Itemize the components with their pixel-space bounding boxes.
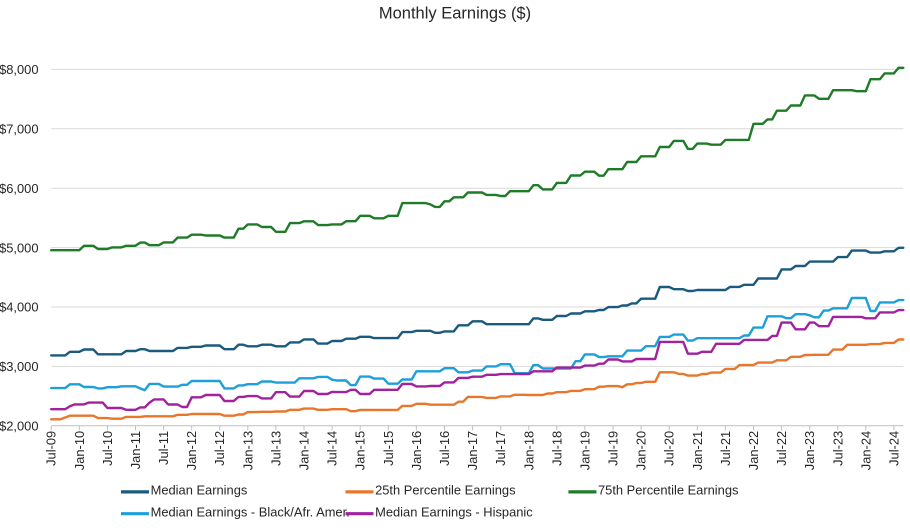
- svg-text:Jul-14: Jul-14: [325, 431, 340, 466]
- svg-text:Median Earnings - Hispanic: Median Earnings - Hispanic: [375, 505, 533, 520]
- svg-text:Jan-14: Jan-14: [297, 431, 312, 470]
- svg-text:Jan-13: Jan-13: [240, 431, 255, 470]
- svg-text:Jan-22: Jan-22: [746, 431, 761, 470]
- svg-text:$4,000: $4,000: [0, 300, 39, 315]
- svg-text:Jul-15: Jul-15: [381, 431, 396, 466]
- svg-text:Jul-18: Jul-18: [549, 431, 564, 466]
- svg-text:Jul-20: Jul-20: [662, 431, 677, 466]
- svg-text:Jul-11: Jul-11: [156, 431, 171, 465]
- svg-text:$2,000: $2,000: [0, 419, 39, 434]
- svg-text:Jan-23: Jan-23: [802, 431, 817, 470]
- svg-text:Jul-21: Jul-21: [718, 431, 733, 466]
- svg-text:Jul-24: Jul-24: [886, 431, 901, 466]
- svg-text:Jul-19: Jul-19: [606, 431, 621, 466]
- svg-text:$8,000: $8,000: [0, 62, 39, 77]
- svg-text:$3,000: $3,000: [0, 359, 39, 374]
- svg-text:Median Earnings - Black/Afr. A: Median Earnings - Black/Afr. Amer.: [151, 505, 350, 520]
- svg-text:Jul-17: Jul-17: [493, 431, 508, 466]
- svg-text:$5,000: $5,000: [0, 240, 39, 255]
- svg-text:Monthly Earnings ($): Monthly Earnings ($): [379, 5, 531, 23]
- svg-text:Jan-18: Jan-18: [521, 431, 536, 470]
- svg-text:Jul-09: Jul-09: [44, 431, 59, 466]
- svg-text:Jul-16: Jul-16: [437, 431, 452, 466]
- svg-text:Jan-17: Jan-17: [465, 431, 480, 470]
- svg-text:75th Percentile Earnings: 75th Percentile Earnings: [598, 483, 738, 498]
- svg-text:Jan-21: Jan-21: [690, 431, 705, 470]
- svg-text:Jan-12: Jan-12: [184, 431, 199, 470]
- svg-text:Jul-13: Jul-13: [268, 431, 283, 466]
- svg-text:Jan-20: Jan-20: [634, 431, 649, 470]
- svg-text:Median Earnings: Median Earnings: [151, 483, 248, 498]
- svg-text:$6,000: $6,000: [0, 181, 39, 196]
- svg-text:Jan-24: Jan-24: [858, 431, 873, 470]
- svg-text:Jan-19: Jan-19: [577, 431, 592, 470]
- svg-text:Jul-10: Jul-10: [100, 431, 115, 466]
- svg-text:Jan-16: Jan-16: [409, 431, 424, 470]
- svg-text:Jul-12: Jul-12: [212, 431, 227, 466]
- svg-text:$7,000: $7,000: [0, 122, 39, 137]
- svg-text:Jul-23: Jul-23: [830, 431, 845, 466]
- svg-text:Jan-11: Jan-11: [128, 431, 143, 469]
- svg-text:Jul-22: Jul-22: [774, 431, 789, 466]
- svg-text:Jan-15: Jan-15: [353, 431, 368, 470]
- svg-text:25th Percentile Earnings: 25th Percentile Earnings: [375, 483, 515, 498]
- svg-text:Jan-10: Jan-10: [72, 431, 87, 470]
